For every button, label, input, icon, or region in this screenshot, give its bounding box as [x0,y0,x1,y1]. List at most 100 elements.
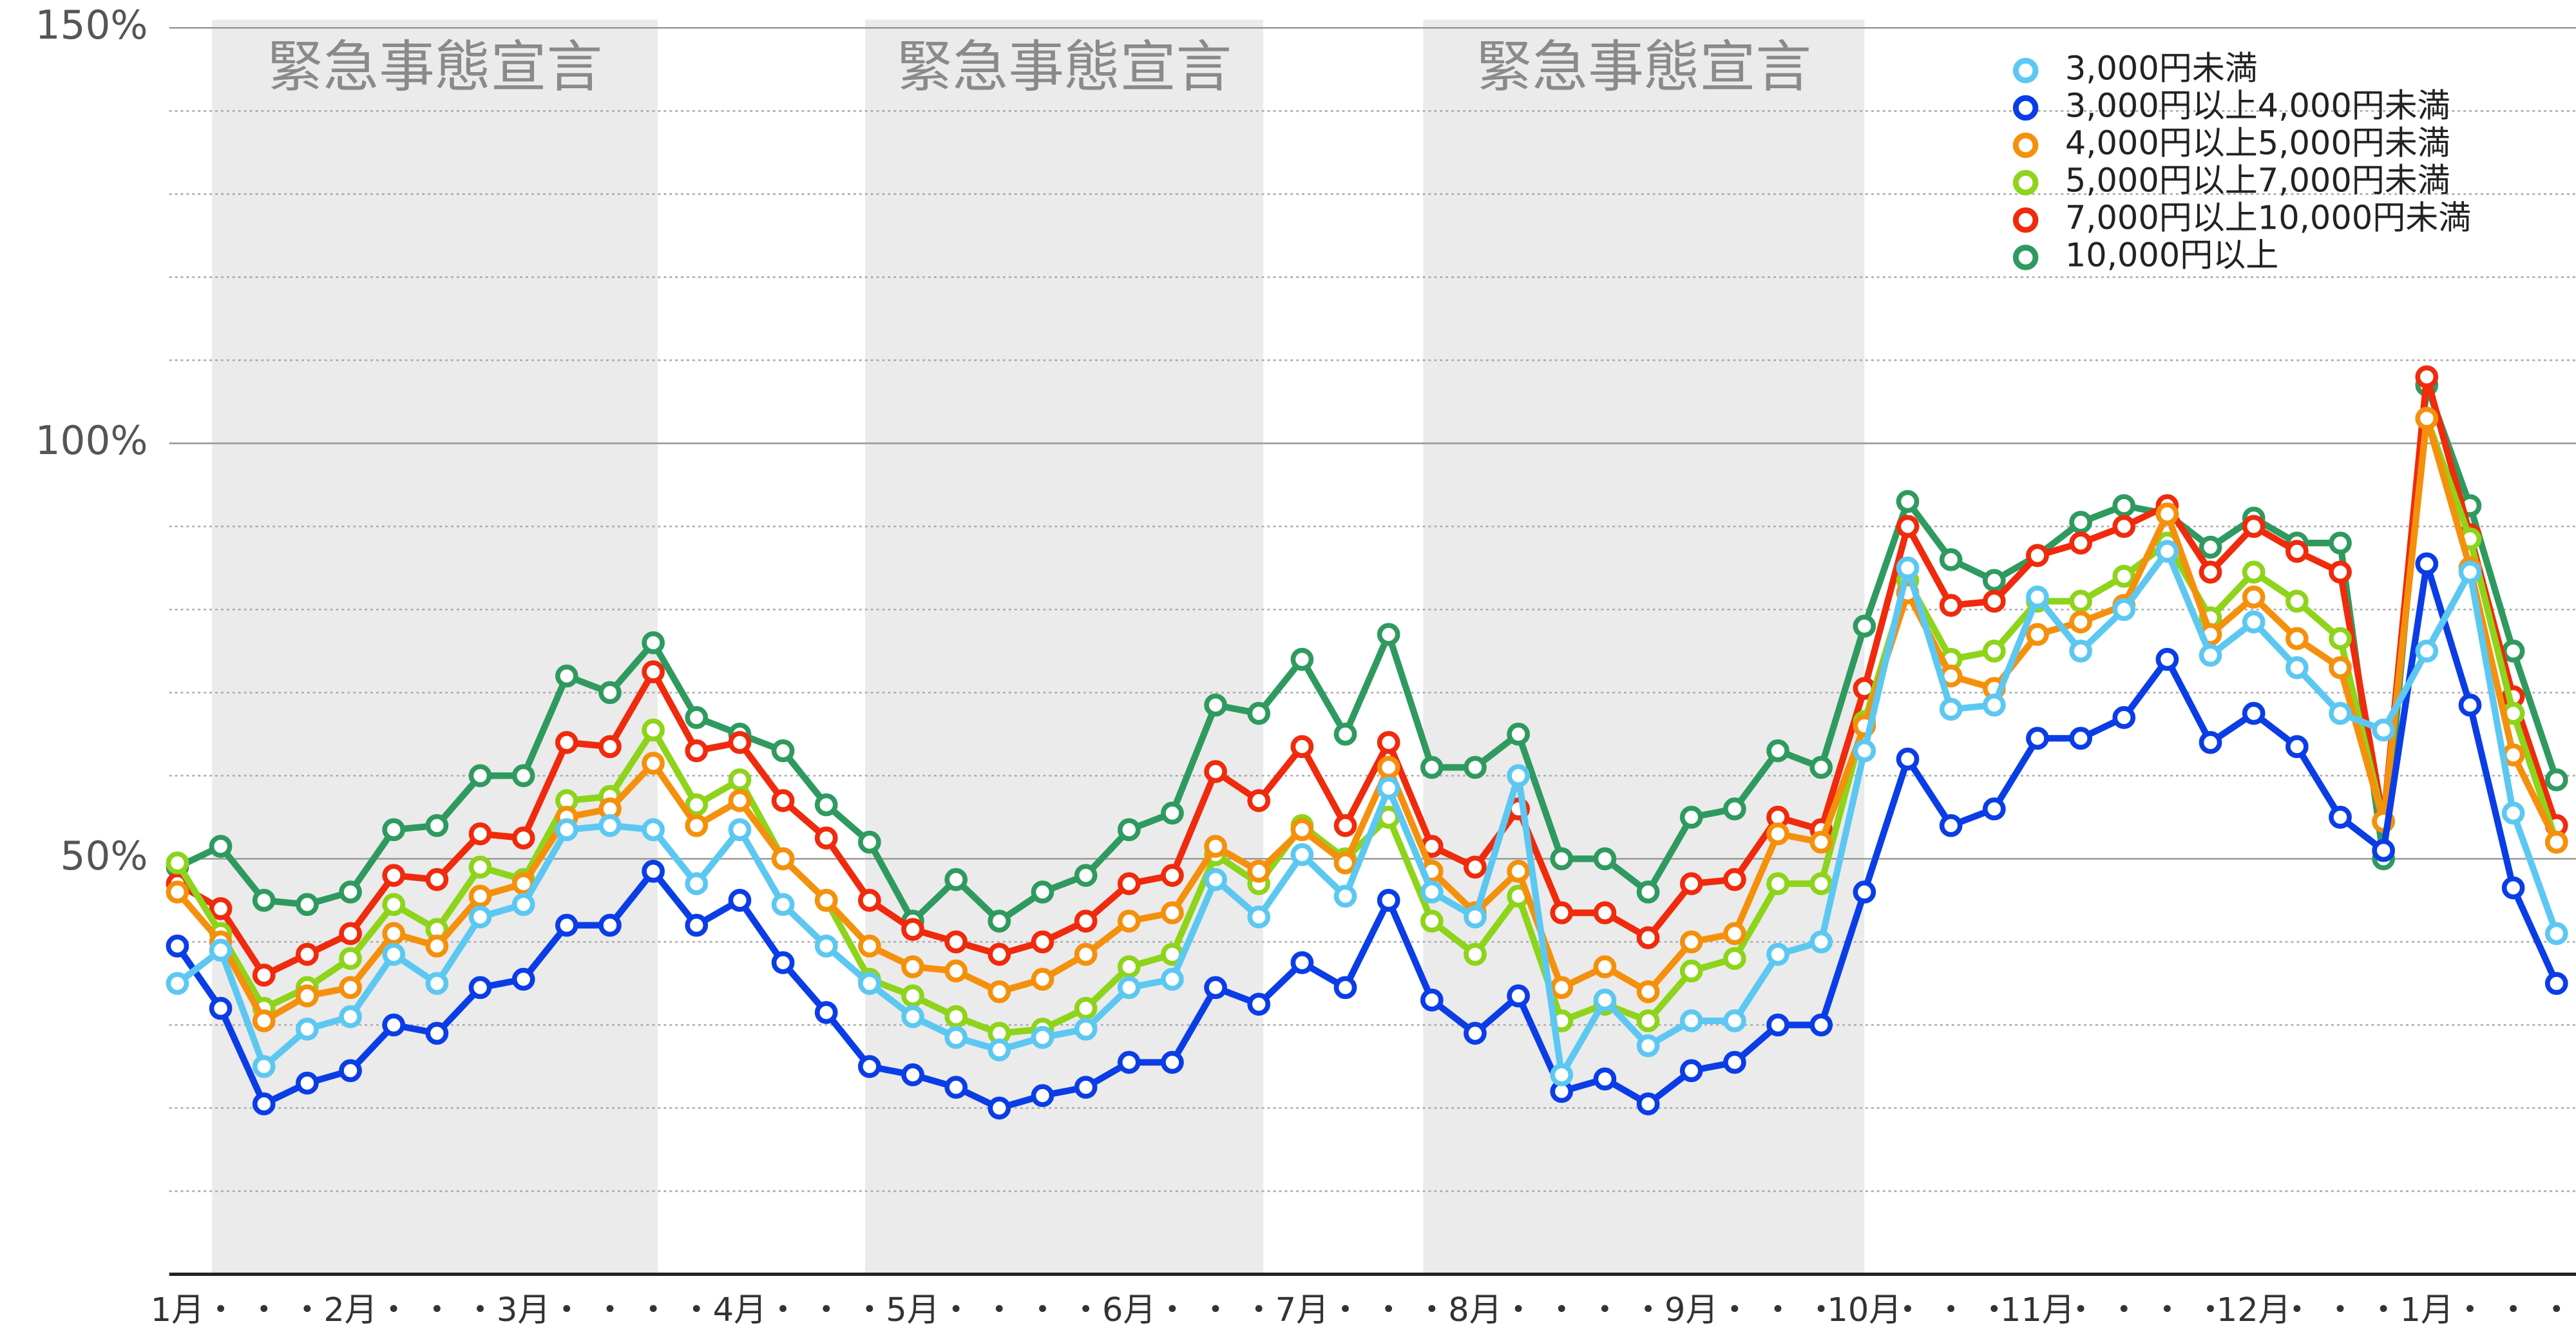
point [1074,996,1098,1020]
point [1420,880,1444,904]
point [814,1001,838,1024]
point [944,930,968,954]
point [1939,594,1963,617]
point [771,847,795,871]
point [166,935,189,958]
x-tick-label: ・ [1632,1291,1665,1329]
x-tick-label: ・ [2367,1291,2400,1329]
point [685,813,709,837]
point [1204,760,1227,783]
point [1333,723,1357,746]
x-tick-label: 3月 [497,1291,550,1329]
point [858,1055,881,1078]
x-tick-label: 11月 [2000,1291,2075,1329]
point [1377,730,1400,754]
point [1247,789,1271,812]
point [296,1018,319,1041]
x-tick-label: ・ [1243,1291,1275,1329]
legend-label: 10,000円以上 [2065,237,2278,275]
legend-marker [2012,95,2039,121]
point [598,913,622,937]
point [1550,901,1574,925]
point [1377,623,1400,646]
point [2285,589,2309,613]
point [382,942,406,966]
point [468,976,492,1000]
point [1766,942,1789,966]
point [1550,1063,1574,1087]
point [1593,988,1617,1012]
point [1766,739,1789,763]
point [1982,569,2006,593]
point [1290,647,1314,671]
point [1982,797,2006,821]
point [858,830,881,854]
x-tick-label: 9月 [1665,1291,1718,1329]
point [1420,755,1444,779]
point [944,1076,968,1099]
point [339,1005,362,1029]
legend-marker [2012,132,2039,158]
point [987,1038,1011,1061]
point [1333,813,1357,837]
point [425,972,449,995]
point [1636,1034,1660,1058]
point [598,681,622,705]
point [2069,610,2092,634]
point [1766,822,1789,846]
point [2026,727,2049,750]
point [1161,901,1184,925]
x-tick-label: ・ [1329,1291,1362,1329]
point [642,660,665,683]
point [1982,589,2006,613]
point [1723,868,1746,891]
x-tick-label: 12月 [2217,1291,2291,1329]
x-tick-label: ・ [2497,1291,2530,1329]
x-tick-label: ・ [2065,1291,2097,1329]
x-tick-label: 1月 [151,1291,204,1329]
point [642,752,665,775]
point [858,935,881,958]
point [1853,880,1876,904]
x-tick-label: ・ [1934,1291,1967,1329]
point [2242,560,2266,584]
shaded-span [865,19,1263,1275]
point [2069,727,2092,750]
point [166,851,189,875]
point [1723,797,1746,821]
point [2329,531,2352,555]
point [1290,818,1314,842]
x-tick-label: ・ [1502,1291,1535,1329]
legend-marker [2012,245,2039,271]
point [728,889,752,912]
x-tick-label: 6月 [1102,1291,1156,1329]
point [1420,909,1444,933]
point [1117,872,1141,895]
point [166,880,189,904]
legend-label: 3,000円未満 [2065,50,2258,88]
point [901,955,924,978]
point [1333,884,1357,908]
point [1766,1013,1789,1037]
point [2329,656,2352,679]
point [1247,859,1271,883]
x-tick-label: ・ [1978,1291,2010,1329]
point [814,889,838,912]
point [2285,656,2309,679]
point [1636,926,1660,949]
x-tick-label: ・ [1545,1291,1578,1329]
point [1809,1013,1833,1037]
point [901,918,924,941]
point [728,818,752,842]
point [1896,747,1920,771]
point [1464,905,1487,929]
point [1679,872,1703,895]
point [728,768,752,792]
point [814,935,838,958]
point [901,984,924,1008]
point [1550,847,1574,871]
point [252,889,276,912]
point [1550,976,1574,1000]
point [771,893,795,917]
point [1290,843,1314,866]
